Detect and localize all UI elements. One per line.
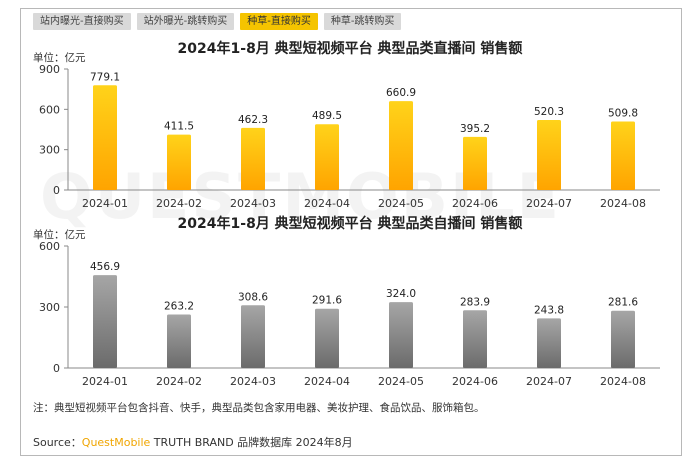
y-tick-label: 900 — [39, 63, 60, 76]
x-tick-label: 2024-04 — [304, 197, 350, 210]
bar-value-label: 489.5 — [312, 110, 342, 122]
y-tick-label: 0 — [53, 184, 60, 197]
chart2-unit: 单位：亿元 — [33, 229, 86, 241]
bar — [93, 85, 117, 190]
x-tick-label: 2024-07 — [526, 197, 572, 210]
bar-value-label: 395.2 — [460, 123, 490, 135]
bar-value-label: 520.3 — [534, 106, 564, 118]
bar — [611, 310, 635, 368]
y-tick-label: 300 — [39, 144, 60, 157]
bar-value-label: 291.6 — [312, 295, 342, 307]
bar — [389, 302, 413, 368]
chart2-plot: 0 300 600 456.9 2024-01 263.2 2024-02 308.6 2024… — [39, 240, 660, 388]
bar — [537, 120, 561, 190]
bar-value-label: 243.8 — [534, 304, 564, 316]
figure-frame — [20, 8, 682, 456]
bar — [167, 134, 191, 190]
x-tick-label: 2024-03 — [230, 375, 276, 388]
chart1-plot: 0 300 600 900 779.1 2024-01 411.5 2024-02 462.3 2… — [39, 63, 660, 210]
bar — [241, 305, 265, 368]
y-tick-label: 600 — [39, 103, 60, 116]
x-tick-label: 2024-02 — [156, 375, 202, 388]
bar — [463, 136, 487, 190]
source-prefix: Source： — [33, 436, 82, 449]
source-suffix: TRUTH BRAND 品牌数据库 2024年8月 — [150, 436, 353, 449]
bar — [315, 308, 339, 368]
x-tick-label: 2024-06 — [452, 197, 498, 210]
bar — [315, 124, 339, 190]
bar-value-label: 324.0 — [386, 288, 416, 300]
chart2-title: 2024年1-8月 典型短视频平台 典型品类自播间 销售额 — [177, 216, 523, 232]
footnote: 注：典型短视频平台包含抖音、快手，典型品类包含家用电器、美妆护理、食品饮品、服饰… — [33, 402, 485, 414]
bar-value-label: 411.5 — [164, 121, 194, 133]
chart1-title: 2024年1-8月 典型短视频平台 典型品类直播间 销售额 — [177, 41, 523, 57]
tab-seeding-redirect[interactable]: 种草-跳转购买 — [323, 13, 402, 30]
bar — [167, 314, 191, 368]
bar — [611, 121, 635, 190]
bar-value-label: 462.3 — [238, 114, 268, 126]
bar-value-label: 779.1 — [90, 71, 120, 83]
x-tick-label: 2024-05 — [378, 197, 424, 210]
bar-value-label: 509.8 — [608, 107, 638, 119]
tab-seeding-direct[interactable]: 种草-直接购买 — [240, 13, 318, 30]
bar — [463, 310, 487, 368]
x-tick-label: 2024-03 — [230, 197, 276, 210]
x-tick-label: 2024-02 — [156, 197, 202, 210]
tab-onsite-direct[interactable]: 站内曝光-直接购买 — [33, 13, 131, 30]
x-tick-label: 2024-05 — [378, 375, 424, 388]
bar-value-label: 263.2 — [164, 300, 194, 312]
x-tick-label: 2024-04 — [304, 375, 350, 388]
x-tick-label: 2024-08 — [600, 375, 646, 388]
tab-offsite-redirect[interactable]: 站外曝光-跳转购买 — [136, 13, 235, 30]
y-tick-label: 0 — [53, 362, 60, 375]
bar-value-label: 308.6 — [238, 291, 268, 303]
x-tick-label: 2024-06 — [452, 375, 498, 388]
bar — [241, 127, 265, 190]
y-tick-label: 300 — [39, 301, 60, 314]
x-tick-label: 2024-01 — [82, 197, 128, 210]
y-tick-label: 600 — [39, 240, 60, 253]
bar-value-label: 281.6 — [608, 297, 638, 309]
source-line: Source：QuestMobile TRUTH BRAND 品牌数据库 202… — [33, 434, 353, 450]
source-brand: QuestMobile — [81, 436, 151, 449]
bar-value-label: 660.9 — [386, 87, 416, 99]
bar — [93, 275, 117, 368]
bar-value-label: 456.9 — [90, 261, 120, 273]
x-tick-label: 2024-08 — [600, 197, 646, 210]
x-tick-label: 2024-07 — [526, 375, 572, 388]
bar-value-label: 283.9 — [460, 296, 490, 308]
tab-bar: 站内曝光-直接购买 站外曝光-跳转购买 种草-直接购买 种草-跳转购买 — [33, 13, 402, 30]
chart1-unit: 单位：亿元 — [33, 52, 86, 64]
bar — [537, 318, 561, 368]
x-tick-label: 2024-01 — [82, 375, 128, 388]
bar — [389, 101, 413, 190]
